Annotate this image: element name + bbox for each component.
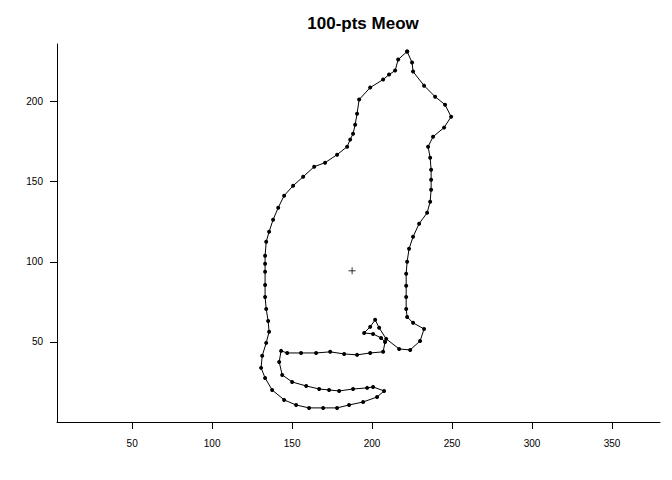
svg-text:100-pts Meow: 100-pts Meow (307, 14, 419, 33)
svg-text:100: 100 (26, 256, 43, 267)
svg-text:100: 100 (204, 438, 221, 449)
svg-text:50: 50 (32, 336, 44, 347)
svg-text:250: 250 (444, 438, 461, 449)
svg-text:200: 200 (26, 96, 43, 107)
svg-text:150: 150 (284, 438, 301, 449)
svg-text:50: 50 (127, 438, 139, 449)
svg-text:350: 350 (604, 438, 621, 449)
svg-text:150: 150 (26, 176, 43, 187)
svg-text:200: 200 (364, 438, 381, 449)
svg-text:300: 300 (524, 438, 541, 449)
